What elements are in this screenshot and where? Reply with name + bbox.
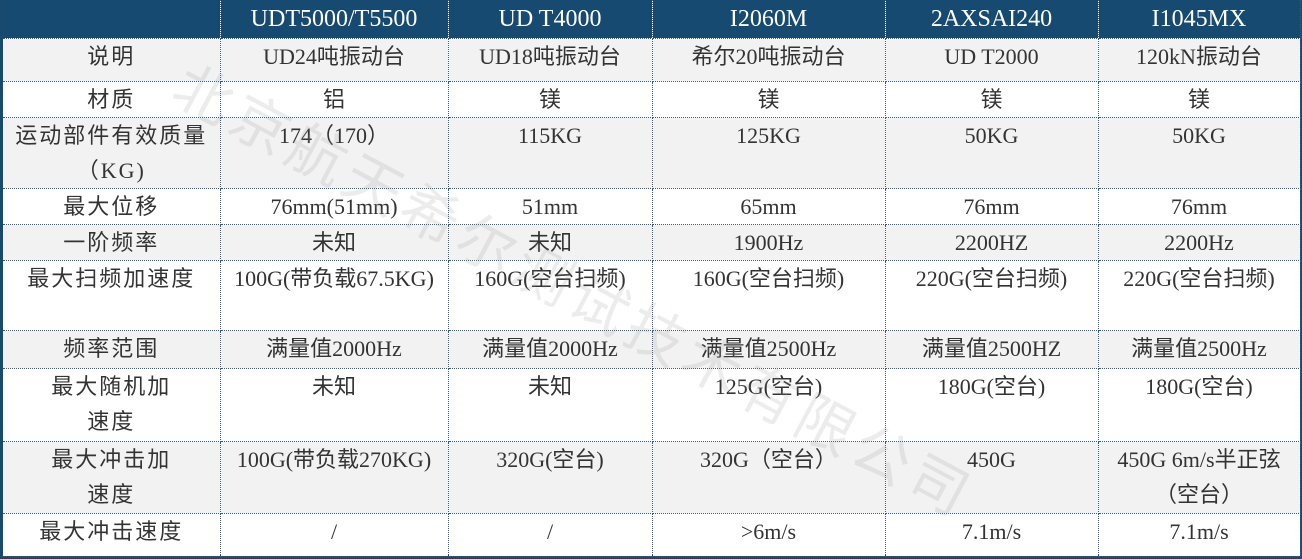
row-label: 一阶频率: [3, 224, 221, 261]
table-cell: 2200Hz: [1098, 224, 1301, 261]
table-cell: 220G(空台扫频): [1098, 260, 1301, 331]
table-cell: 未知: [220, 368, 449, 442]
table-cell: 51mm: [448, 188, 653, 225]
table-cell: >6m/s: [652, 513, 886, 557]
table-cell: 镁: [1098, 81, 1301, 118]
table-row: 频率范围 满量值2000Hz 满量值2000Hz 满量值2500Hz 满量值2500HZ…: [3, 330, 1301, 369]
table-row: 最大冲击速度 / / >6m/s 7.1m/s 7.1m/s: [3, 513, 1301, 557]
table-cell: 76mm: [1098, 188, 1301, 225]
table-row: 最大位移 76mm(51mm) 51mm 65mm 76mm 76mm: [3, 188, 1301, 225]
table-row: 一阶频率 未知 未知 1900Hz 2200HZ 2200Hz: [3, 224, 1301, 261]
table-row: 说明 UD24吨振动台 UD18吨振动台 希尔20吨振动台 UD T2000 120kN振…: [3, 38, 1301, 82]
table-cell: 希尔20吨振动台: [652, 38, 886, 82]
table-cell: 镁: [448, 81, 653, 118]
table-cell: 76mm: [885, 188, 1099, 225]
table-cell: 180G(空台): [885, 368, 1099, 442]
table-cell: 未知: [448, 224, 653, 261]
header-model: 2AXSAI240: [885, 0, 1099, 39]
table-row: 最大随机加速度 未知 未知 125G(空台) 180G(空台) 180G(空台): [3, 368, 1301, 442]
table-cell: 未知: [220, 224, 449, 261]
row-label: 最大位移: [3, 188, 221, 225]
table-cell: 100G(带负载67.5KG): [220, 260, 449, 331]
row-label: 运动部件有效质量（KG): [3, 117, 221, 189]
row-label: 材质: [3, 81, 221, 118]
table-cell: 镁: [652, 81, 886, 118]
table-cell: 320G(空台): [448, 441, 653, 514]
row-label: 最大随机加速度: [3, 368, 221, 442]
table-cell: 115KG: [448, 117, 653, 189]
table-cell: 7.1m/s: [885, 513, 1099, 557]
header-row: UDT5000/T5500 UD T4000 I2060M 2AXSAI240 …: [3, 0, 1301, 39]
table-cell: /: [448, 513, 653, 557]
table-cell: 未知: [448, 368, 653, 442]
table-cell: 320G（空台）: [652, 441, 886, 514]
table-cell: 120kN振动台: [1098, 38, 1301, 82]
table-cell: 174（170）: [220, 117, 449, 189]
table-cell: /: [220, 513, 449, 557]
header-corner: [3, 0, 221, 39]
table-cell: 满量值2000Hz: [448, 330, 653, 369]
table-cell: 满量值2500Hz: [652, 330, 886, 369]
table-cell: 7.1m/s: [1098, 513, 1301, 557]
header-model: I2060M: [652, 0, 886, 39]
table-cell: 50KG: [1098, 117, 1301, 189]
table-cell: 满量值2500Hz: [1098, 330, 1301, 369]
table-cell: 160G(空台扫频): [448, 260, 653, 331]
table-cell: 125KG: [652, 117, 886, 189]
table-cell: 160G(空台扫频): [652, 260, 886, 331]
table-cell: 1900Hz: [652, 224, 886, 261]
table-cell: 铝: [220, 81, 449, 118]
table-cell: 125G(空台): [652, 368, 886, 442]
header-model: I1045MX: [1098, 0, 1301, 39]
table-cell: 76mm(51mm): [220, 188, 449, 225]
spec-comparison-table: UDT5000/T5500 UD T4000 I2060M 2AXSAI240 …: [3, 0, 1301, 557]
table-cell: 220G(空台扫频): [885, 260, 1099, 331]
table-cell: 50KG: [885, 117, 1099, 189]
table-row: 最大扫频加速度 100G(带负载67.5KG) 160G(空台扫频) 160G(空台扫…: [3, 260, 1301, 331]
row-label: 最大冲击加速度: [3, 441, 221, 514]
table-cell: UD18吨振动台: [448, 38, 653, 82]
table-cell: 镁: [885, 81, 1099, 118]
row-label: 频率范围: [3, 330, 221, 369]
table-cell: 满量值2000Hz: [220, 330, 449, 369]
table-cell: 65mm: [652, 188, 886, 225]
table-cell: 450G: [885, 441, 1099, 514]
table-cell: 100G(带负载270KG): [220, 441, 449, 514]
table-cell: 2200HZ: [885, 224, 1099, 261]
table-cell: 180G(空台): [1098, 368, 1301, 442]
table-row: 材质铝镁镁镁镁: [3, 81, 1301, 118]
table-cell: UD T2000: [885, 38, 1099, 82]
row-label: 最大扫频加速度: [3, 260, 221, 331]
table-cell: UD24吨振动台: [220, 38, 449, 82]
header-model: UD T4000: [448, 0, 653, 39]
row-label: 说明: [3, 38, 221, 82]
table-cell: 450G 6m/s半正弦（空台）: [1098, 441, 1301, 514]
header-model: UDT5000/T5500: [220, 0, 449, 39]
table-cell: 满量值2500HZ: [885, 330, 1099, 369]
table-row: 最大冲击加速度 100G(带负载270KG) 320G(空台) 320G（空台） 450…: [3, 441, 1301, 514]
table-row: 运动部件有效质量（KG) 174（170） 115KG 125KG 50KG 50KG: [3, 117, 1301, 189]
row-label: 最大冲击速度: [3, 513, 221, 557]
